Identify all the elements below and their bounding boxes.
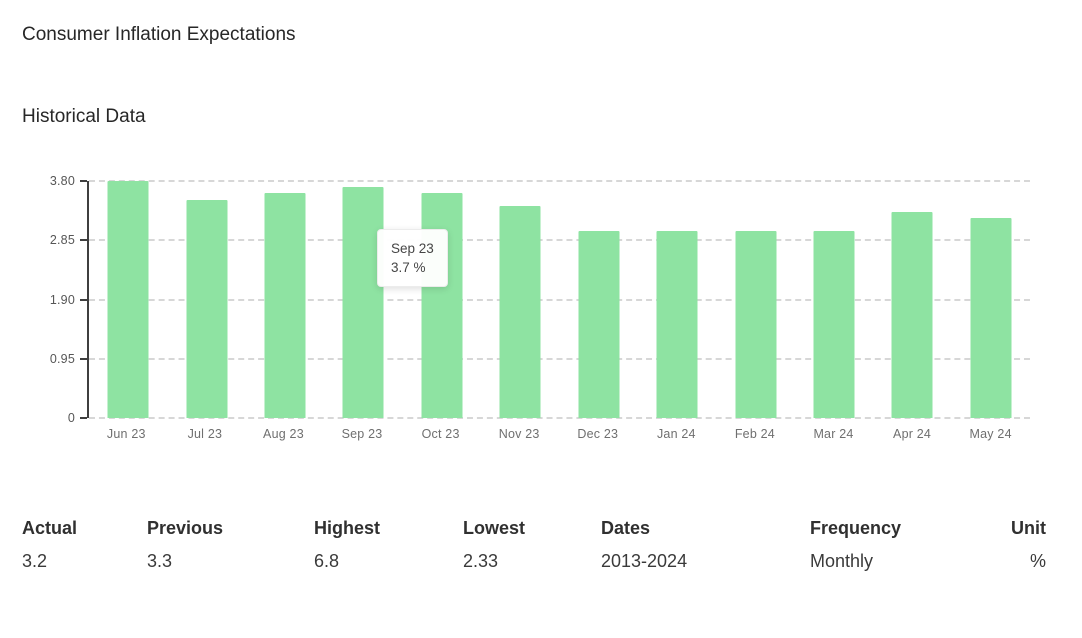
y-axis-tick-label: 0.95 xyxy=(49,351,75,366)
summary-label: Frequency xyxy=(810,518,902,538)
x-axis-label: Jan 24 xyxy=(656,427,696,441)
bar-slot xyxy=(795,181,873,418)
tooltip-date: Sep 23 xyxy=(391,241,434,256)
bar-slot xyxy=(716,181,794,418)
summary-value: % xyxy=(1029,551,1046,571)
summary-value: 2013-2024 xyxy=(601,551,688,571)
summary-value: 3.2 xyxy=(22,551,48,571)
bar-slot xyxy=(873,181,951,418)
historical-bar-chart: 3.80 2.85 1.90 0.95 0 Sep 23 3.7 % xyxy=(0,174,1082,425)
summary-label: Actual xyxy=(22,518,78,538)
summary-label: Highest xyxy=(314,518,381,538)
y-axis-tickmark xyxy=(80,239,87,242)
bar-slot xyxy=(324,181,402,418)
bar-slot xyxy=(560,181,638,418)
summary-column-lowest: Lowest 2.33 xyxy=(463,518,601,572)
x-axis-label: May 24 xyxy=(969,427,1012,441)
bar-feb-24[interactable] xyxy=(735,230,777,418)
x-axis-label: Oct 23 xyxy=(421,427,460,441)
y-axis-labels: 3.80 2.85 1.90 0.95 0 xyxy=(0,174,75,425)
bar-jul-23[interactable] xyxy=(186,199,228,418)
bar-slot xyxy=(481,181,559,418)
x-axis-labels: Jun 23 Jul 23 Aug 23 Sep 23 Oct 23 Nov 23 Dec … xyxy=(87,427,1030,441)
tooltip-value: 3.7 % xyxy=(391,260,426,276)
summary-label: Lowest xyxy=(463,518,526,538)
bar-slot xyxy=(246,181,324,418)
gridline xyxy=(89,239,1030,242)
x-axis-label: Jul 23 xyxy=(187,427,223,441)
x-axis-label: Nov 23 xyxy=(498,427,540,441)
gridline xyxy=(89,180,1030,182)
page-title: Consumer Inflation Expectations xyxy=(22,24,296,45)
y-axis-tick-label: 1.90 xyxy=(49,292,75,307)
gridline xyxy=(89,417,1030,419)
x-axis-label: Feb 24 xyxy=(734,427,775,441)
summary-column-frequency: Frequency Monthly xyxy=(810,518,1006,572)
bar-apr-24[interactable] xyxy=(891,212,933,418)
x-axis-label: Dec 23 xyxy=(577,427,619,441)
section-title: Historical Data xyxy=(22,106,146,127)
x-axis-label: Sep 23 xyxy=(341,427,383,441)
y-axis-tickmark xyxy=(80,417,87,419)
x-axis-label: Apr 24 xyxy=(893,427,932,441)
summary-label: Previous xyxy=(147,518,224,538)
bar-slot xyxy=(638,181,716,418)
x-axis-label: Jun 23 xyxy=(106,427,146,441)
y-axis-tickmark xyxy=(80,298,87,301)
bar-dec-23[interactable] xyxy=(578,230,620,418)
bar-slot xyxy=(403,181,481,418)
bar-may-24[interactable] xyxy=(970,218,1012,418)
bar-oct-23[interactable] xyxy=(421,193,463,418)
summary-value: Monthly xyxy=(810,551,874,571)
gridline xyxy=(89,298,1030,301)
bar-sep-23[interactable] xyxy=(342,187,384,418)
y-axis-tick-label: 3.80 xyxy=(49,174,75,188)
summary-table: Actual 3.2 Previous 3.3 Highest 6.8 Lowest 2.33… xyxy=(22,518,1046,572)
y-axis-tickmark xyxy=(80,357,87,360)
summary-column-highest: Highest 6.8 xyxy=(314,518,463,572)
y-axis-tick-label: 0 xyxy=(67,411,75,425)
chart-plot-area: Sep 23 3.7 % xyxy=(80,180,1030,419)
summary-label: Dates xyxy=(601,518,651,538)
summary-column-unit: Unit% xyxy=(1006,518,1046,572)
bar-jan-24[interactable] xyxy=(656,230,698,418)
x-axis-label: Mar 24 xyxy=(813,427,854,441)
bar-slot xyxy=(89,181,167,418)
summary-value: 3.3 xyxy=(147,551,173,571)
bar-nov-23[interactable] xyxy=(499,205,541,418)
bar-slot xyxy=(167,181,245,418)
summary-column-dates: Dates 2013-2024 xyxy=(601,518,810,572)
summary-value: 6.8 xyxy=(314,551,340,571)
y-axis-tickmark xyxy=(80,180,87,182)
bars-row xyxy=(89,181,1030,418)
bar-aug-23[interactable] xyxy=(264,193,306,418)
summary-value: 2.33 xyxy=(463,551,499,571)
chart-tooltip: Sep 23 3.7 % xyxy=(377,229,448,288)
gridline xyxy=(89,357,1030,360)
summary-column-previous: Previous 3.3 xyxy=(147,518,314,572)
bar-jun-23[interactable] xyxy=(107,181,149,418)
y-axis-tick-label: 2.85 xyxy=(49,233,75,248)
summary-label: Unit xyxy=(1011,518,1046,538)
bar-slot xyxy=(952,181,1030,418)
x-axis-label: Aug 23 xyxy=(263,427,304,441)
summary-column-actual: Actual 3.2 xyxy=(22,518,147,572)
bar-mar-24[interactable] xyxy=(813,230,855,418)
